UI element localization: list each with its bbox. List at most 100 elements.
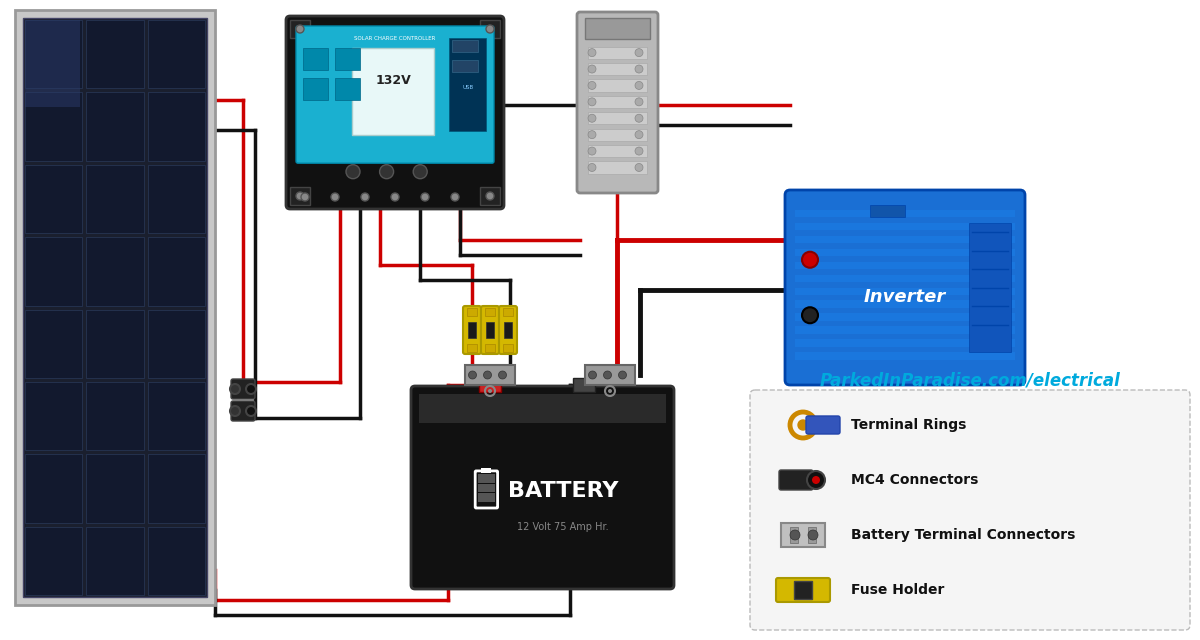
Circle shape (588, 115, 596, 122)
Circle shape (790, 530, 800, 540)
FancyBboxPatch shape (794, 581, 812, 599)
Bar (86, 20, 144, 88)
Bar (23, 18, 208, 597)
FancyBboxPatch shape (499, 306, 517, 354)
Circle shape (635, 115, 643, 122)
Bar (588, 96, 647, 108)
Circle shape (608, 389, 612, 393)
Bar (16, 10, 215, 605)
Bar (25, 527, 83, 595)
Circle shape (413, 164, 427, 179)
Circle shape (379, 164, 394, 179)
Circle shape (296, 192, 304, 200)
Bar (970, 223, 1010, 352)
Bar (464, 365, 515, 385)
FancyBboxPatch shape (577, 12, 658, 193)
Circle shape (806, 471, 826, 489)
Bar (794, 326, 1015, 333)
Bar (808, 527, 816, 543)
Bar (485, 308, 494, 316)
FancyBboxPatch shape (779, 470, 814, 490)
Circle shape (484, 371, 492, 379)
FancyBboxPatch shape (776, 578, 830, 602)
Circle shape (486, 192, 494, 200)
Circle shape (588, 131, 596, 139)
Circle shape (246, 406, 256, 416)
Circle shape (331, 193, 340, 201)
Bar (86, 164, 144, 233)
Circle shape (230, 406, 240, 416)
Bar (794, 275, 1015, 282)
Circle shape (451, 193, 460, 201)
Bar (302, 78, 328, 100)
Circle shape (498, 371, 506, 379)
Text: USB: USB (462, 86, 473, 90)
Circle shape (635, 163, 643, 172)
FancyBboxPatch shape (232, 401, 256, 421)
Circle shape (635, 147, 643, 155)
Bar (794, 314, 1015, 321)
Circle shape (588, 98, 596, 106)
Text: 132V: 132V (376, 74, 410, 88)
Bar (794, 223, 1015, 230)
Circle shape (488, 389, 492, 393)
Bar (148, 382, 205, 451)
Text: ParkedInParadise.com/electrical: ParkedInParadise.com/electrical (820, 371, 1121, 389)
Bar (25, 164, 83, 233)
Circle shape (230, 384, 240, 394)
Circle shape (588, 147, 596, 155)
Bar (588, 112, 647, 124)
Circle shape (486, 25, 494, 33)
Bar (588, 63, 647, 75)
Circle shape (588, 81, 596, 90)
Bar (794, 262, 1015, 269)
Bar (449, 38, 486, 131)
Circle shape (421, 193, 430, 201)
Bar (86, 454, 144, 523)
Bar (25, 310, 83, 378)
Bar (504, 322, 512, 338)
FancyBboxPatch shape (785, 190, 1025, 385)
Text: Fuse Holder: Fuse Holder (851, 583, 944, 597)
FancyBboxPatch shape (750, 390, 1190, 630)
Bar (467, 344, 476, 352)
Circle shape (391, 193, 398, 201)
Bar (468, 322, 476, 338)
Bar (25, 92, 83, 161)
Text: MC4 Connectors: MC4 Connectors (851, 473, 978, 487)
Circle shape (798, 420, 808, 430)
Circle shape (296, 25, 304, 33)
Bar (25, 454, 83, 523)
Bar (302, 48, 328, 70)
Bar (794, 300, 1015, 308)
Text: BATTERY: BATTERY (508, 481, 618, 501)
Circle shape (361, 193, 370, 201)
Circle shape (808, 530, 818, 540)
Circle shape (635, 81, 643, 90)
Bar (794, 339, 1015, 347)
Circle shape (635, 131, 643, 139)
Bar (794, 249, 1015, 256)
Bar (588, 145, 647, 157)
Bar (148, 164, 205, 233)
FancyBboxPatch shape (286, 16, 504, 209)
Bar (870, 205, 905, 217)
Bar (503, 344, 512, 352)
Bar (794, 210, 1015, 217)
Bar (290, 20, 310, 38)
Bar (25, 382, 83, 451)
Circle shape (812, 476, 820, 484)
Text: Terminal Rings: Terminal Rings (851, 418, 966, 432)
Bar (588, 129, 647, 141)
Bar (25, 20, 83, 88)
Text: Inverter: Inverter (864, 288, 946, 306)
Circle shape (635, 65, 643, 73)
Bar (574, 378, 595, 392)
Circle shape (346, 164, 360, 179)
Circle shape (468, 371, 476, 379)
Bar (478, 493, 494, 502)
Text: 12 Volt 75 Amp Hr.: 12 Volt 75 Amp Hr. (517, 522, 608, 531)
FancyBboxPatch shape (296, 26, 494, 163)
Bar (480, 187, 500, 205)
Circle shape (618, 371, 626, 379)
